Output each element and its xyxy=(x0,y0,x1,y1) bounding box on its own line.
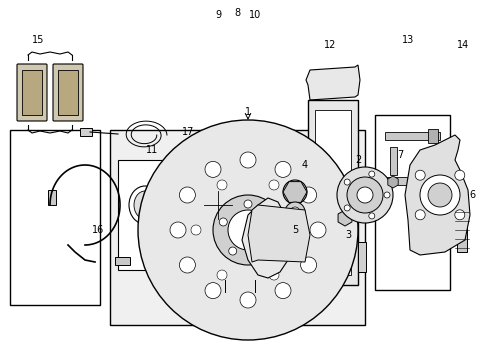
Circle shape xyxy=(274,161,290,177)
Text: 17: 17 xyxy=(182,127,194,137)
Circle shape xyxy=(294,225,305,235)
Circle shape xyxy=(344,179,349,185)
FancyBboxPatch shape xyxy=(53,64,83,121)
Polygon shape xyxy=(247,205,309,262)
Bar xyxy=(48,190,56,205)
Polygon shape xyxy=(283,181,306,202)
Circle shape xyxy=(244,200,251,208)
Circle shape xyxy=(289,207,299,217)
Ellipse shape xyxy=(129,186,161,224)
Circle shape xyxy=(336,167,392,223)
Circle shape xyxy=(191,225,201,235)
Text: 11: 11 xyxy=(145,145,158,155)
Text: 16: 16 xyxy=(92,225,104,235)
Ellipse shape xyxy=(203,188,231,222)
Polygon shape xyxy=(242,198,289,278)
Text: 14: 14 xyxy=(456,40,468,50)
Text: 3: 3 xyxy=(344,230,350,240)
Circle shape xyxy=(344,205,349,211)
Circle shape xyxy=(454,170,464,180)
Circle shape xyxy=(454,210,464,220)
Circle shape xyxy=(138,120,357,340)
Circle shape xyxy=(179,257,195,273)
Circle shape xyxy=(170,222,185,238)
Bar xyxy=(22,70,42,115)
Text: 7: 7 xyxy=(396,150,402,160)
Bar xyxy=(110,130,364,325)
Bar xyxy=(374,115,449,290)
Circle shape xyxy=(228,247,236,255)
Bar xyxy=(302,242,309,272)
FancyBboxPatch shape xyxy=(17,64,47,121)
Circle shape xyxy=(419,175,459,215)
Bar xyxy=(357,182,365,212)
Text: 13: 13 xyxy=(401,35,413,45)
Circle shape xyxy=(227,210,267,250)
Circle shape xyxy=(300,187,316,203)
Bar xyxy=(427,129,437,143)
Bar xyxy=(118,160,247,270)
Bar xyxy=(302,182,309,212)
Circle shape xyxy=(287,185,302,199)
Text: 10: 10 xyxy=(248,10,261,20)
Bar xyxy=(58,70,78,115)
Circle shape xyxy=(240,292,256,308)
Text: 9: 9 xyxy=(215,10,221,20)
Circle shape xyxy=(217,270,226,280)
Circle shape xyxy=(309,222,325,238)
Circle shape xyxy=(283,180,306,204)
Text: 1: 1 xyxy=(244,107,250,117)
Circle shape xyxy=(414,210,425,220)
Polygon shape xyxy=(453,187,466,199)
Bar xyxy=(218,292,231,300)
Circle shape xyxy=(240,152,256,168)
Ellipse shape xyxy=(168,187,198,223)
Text: 2: 2 xyxy=(354,155,360,165)
Circle shape xyxy=(368,171,374,177)
Circle shape xyxy=(204,283,221,299)
Text: 8: 8 xyxy=(233,8,240,18)
Circle shape xyxy=(268,270,279,280)
Polygon shape xyxy=(404,135,469,255)
Bar xyxy=(115,257,130,265)
Circle shape xyxy=(259,247,267,255)
Bar xyxy=(389,147,396,175)
Circle shape xyxy=(213,195,283,265)
Circle shape xyxy=(268,218,276,226)
Circle shape xyxy=(268,180,279,190)
Circle shape xyxy=(414,170,425,180)
Circle shape xyxy=(285,202,305,222)
Bar xyxy=(384,132,439,140)
Bar xyxy=(314,110,350,275)
Circle shape xyxy=(427,183,451,207)
Polygon shape xyxy=(305,65,359,100)
FancyBboxPatch shape xyxy=(252,143,302,207)
Circle shape xyxy=(204,161,221,177)
Ellipse shape xyxy=(173,192,193,218)
Circle shape xyxy=(383,192,389,198)
Ellipse shape xyxy=(134,191,156,219)
Text: 6: 6 xyxy=(468,190,474,200)
Circle shape xyxy=(356,187,372,203)
Circle shape xyxy=(179,187,195,203)
Bar xyxy=(427,174,437,188)
Circle shape xyxy=(368,213,374,219)
Text: 15: 15 xyxy=(32,35,44,45)
Circle shape xyxy=(219,218,227,226)
Bar xyxy=(357,242,365,272)
Circle shape xyxy=(217,180,226,190)
Text: 12: 12 xyxy=(323,40,336,50)
Circle shape xyxy=(346,177,382,213)
Bar xyxy=(384,177,439,185)
Circle shape xyxy=(300,257,316,273)
Text: 4: 4 xyxy=(301,160,307,170)
Bar xyxy=(307,100,357,285)
Circle shape xyxy=(274,283,290,299)
Bar xyxy=(456,197,466,252)
Bar xyxy=(10,130,100,305)
Text: 5: 5 xyxy=(291,225,298,235)
Bar xyxy=(80,128,92,136)
Bar xyxy=(247,292,262,300)
